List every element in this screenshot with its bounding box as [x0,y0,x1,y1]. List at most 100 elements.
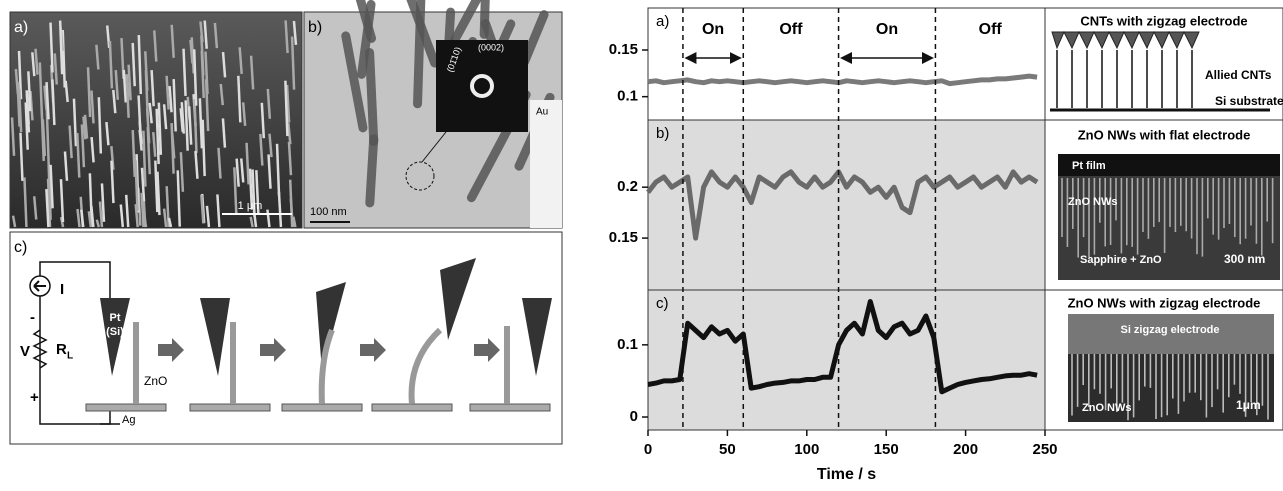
phase-label: On [702,21,724,38]
nanowire [95,44,100,70]
nanowire [267,154,272,189]
nanowire [221,51,227,78]
nanowire [51,79,56,126]
step-arrow [474,338,500,362]
circuit-label: - [30,309,35,326]
nanowire [45,82,50,120]
panel-label: a) [14,19,28,36]
x-tick-label: 50 [719,441,736,458]
nanowire [238,47,243,75]
pointer [421,131,447,163]
nanowire [233,167,238,215]
nanowire [251,169,256,217]
nanowire [105,121,110,146]
nanowire [162,104,168,130]
nanowire [40,110,45,162]
nanowire [19,132,24,182]
nanowire [204,79,210,132]
nanowire [205,205,211,228]
diffraction-inset [436,40,528,132]
nanowire [108,40,114,89]
nanowire [90,136,95,163]
substrate [281,403,363,412]
nanowire [179,108,184,132]
inset-title: ZnO NWs with flat electrode [1078,127,1251,142]
x-tick-label: 0 [644,441,652,458]
nanowire [68,125,73,159]
nanowire [235,158,240,187]
nanowire [137,35,143,95]
nanowire [162,208,168,228]
diffraction-label: (0002) [478,42,504,52]
selected-area [405,161,435,191]
inset-label: Si zigzag electrode [1120,324,1219,336]
y-tick-label: 0.2 [617,178,638,195]
substrate-label: Ag [122,414,135,426]
nanowire [200,194,205,224]
nanowire [86,67,92,118]
nanowire [119,204,125,228]
substrate [189,403,271,412]
nanowire [131,130,136,177]
circuit-label: R [56,341,67,358]
nanowire [217,147,222,179]
inset-area [1044,7,1283,121]
zigzag-image [1068,314,1274,354]
nanowire [53,53,59,85]
panel-label: a) [656,13,669,30]
nanowire [155,108,160,165]
circuit-label: V [20,343,30,360]
nanowire [25,90,30,125]
nanowire [45,188,50,228]
nanowire [150,70,155,107]
nanowire [216,194,221,228]
nanowire [192,49,198,106]
nanowire [187,106,193,145]
nanowire [203,20,208,49]
nanowire [146,127,152,175]
nanowire [176,170,181,227]
nanowire [80,209,85,228]
scale-label: 1 μm [238,200,263,212]
nanorod [341,31,368,133]
y-tick-label: 0.1 [617,88,638,105]
substrate [371,403,453,412]
data-line [647,73,1038,87]
inset-title: CNTs with zigzag electrode [1080,13,1247,28]
nanowire [154,160,159,213]
nanowire [245,142,250,185]
nanowire [95,219,101,228]
nanowire [255,170,260,214]
panel-label: c) [656,295,669,312]
x-tick-label: 100 [794,441,819,458]
x-tick-label: 150 [874,441,899,458]
nanowire [112,89,117,114]
nanowire [241,102,247,126]
inset-label: Si substrate [1215,94,1283,108]
nanowire [142,213,148,228]
tip-label: (Si) [106,326,124,338]
inset-label: Allied CNTs [1205,68,1272,82]
nanowire [59,179,65,223]
nanowire [198,98,204,149]
nanowire [49,22,54,73]
nanowire [122,69,128,103]
deflection-stages [85,258,552,412]
data-line [647,299,1038,395]
nanowire [172,79,177,132]
inset-label: Pt film [1072,160,1106,172]
nanowire [124,194,130,228]
nanowire [284,20,289,54]
nanowire [76,133,81,178]
panel-label: b) [656,125,669,142]
nanowire [148,102,153,124]
nanowire [140,192,145,228]
nanowire [131,42,136,87]
nanowire [194,150,199,179]
nanowire [97,97,103,154]
nanowire [31,52,36,77]
step-arrow [360,338,386,362]
tip-label: Pt [110,312,121,324]
nanowire [17,50,23,100]
nanowire [248,168,254,210]
